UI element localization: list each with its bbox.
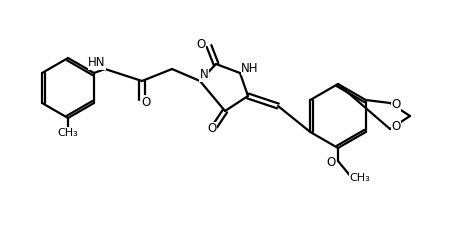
Text: CH₃: CH₃ [350, 173, 370, 183]
Text: NH: NH [241, 62, 259, 75]
Text: O: O [141, 96, 151, 109]
Text: O: O [326, 156, 336, 169]
Text: O: O [391, 98, 401, 111]
Text: CH₃: CH₃ [58, 128, 78, 138]
Text: O: O [207, 122, 217, 135]
Text: N: N [200, 68, 208, 81]
Text: O: O [197, 38, 205, 51]
Text: HN: HN [88, 56, 106, 69]
Text: O: O [391, 121, 401, 134]
